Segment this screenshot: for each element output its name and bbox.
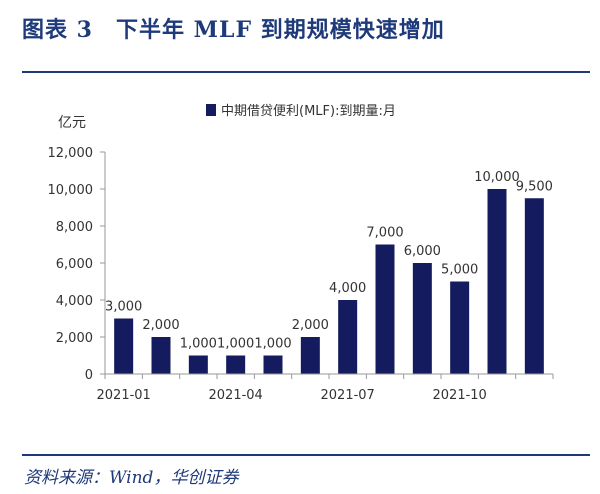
- bar: [114, 318, 134, 374]
- data-label: 1,000: [217, 337, 254, 352]
- bar: [412, 263, 432, 374]
- legend-swatch: [206, 104, 216, 116]
- bar-series: [114, 189, 544, 374]
- footer-divider: [22, 454, 590, 456]
- data-label: 2,000: [292, 318, 329, 333]
- data-label: 4,000: [329, 281, 366, 296]
- y-axis: 0 2,000 4,000 6,000 8,000 10,000 12,000: [48, 146, 106, 383]
- data-label: 7,000: [366, 226, 403, 241]
- data-label: 3,000: [105, 300, 142, 315]
- data-label: 1,000: [180, 337, 217, 352]
- x-tick-label: 2021-10: [433, 388, 487, 403]
- data-label: 2,000: [142, 318, 179, 333]
- y-tick-label: 0: [85, 368, 93, 383]
- legend-label: 中期借贷便利(MLF):到期量:月: [221, 104, 396, 119]
- data-label: 1,000: [254, 337, 291, 352]
- bar: [226, 355, 246, 374]
- bar: [338, 300, 358, 374]
- y-tick-label: 12,000: [48, 146, 94, 161]
- data-label: 9,500: [516, 179, 553, 194]
- y-tick-label: 8,000: [56, 220, 93, 235]
- y-tick-label: 6,000: [56, 257, 93, 272]
- y-tick-label: 4,000: [56, 294, 93, 309]
- x-tick-label: 2021-07: [321, 388, 375, 403]
- bar: [450, 281, 470, 374]
- data-label: 6,000: [404, 244, 441, 259]
- bar: [263, 355, 283, 374]
- bar: [151, 337, 171, 374]
- title-divider: [22, 71, 590, 73]
- bar: [300, 337, 320, 374]
- data-label: 5,000: [441, 263, 478, 278]
- data-label: 10,000: [474, 170, 520, 185]
- y-tick-label: 10,000: [48, 183, 94, 198]
- bar: [487, 189, 507, 374]
- x-tick-label: 2021-01: [97, 388, 151, 403]
- y-axis-unit-label: 亿元: [58, 115, 86, 131]
- bar: [375, 244, 395, 374]
- figure-title: 图表 3 下半年 MLF 到期规模快速增加: [22, 17, 445, 43]
- x-tick-label: 2021-04: [209, 388, 263, 403]
- bar: [188, 355, 208, 374]
- y-tick-label: 2,000: [56, 331, 93, 346]
- x-axis: 2021-01 2021-04 2021-07 2021-10: [97, 373, 554, 403]
- bar: [524, 198, 544, 374]
- source-note: 资料来源：Wind，华创证券: [24, 468, 239, 488]
